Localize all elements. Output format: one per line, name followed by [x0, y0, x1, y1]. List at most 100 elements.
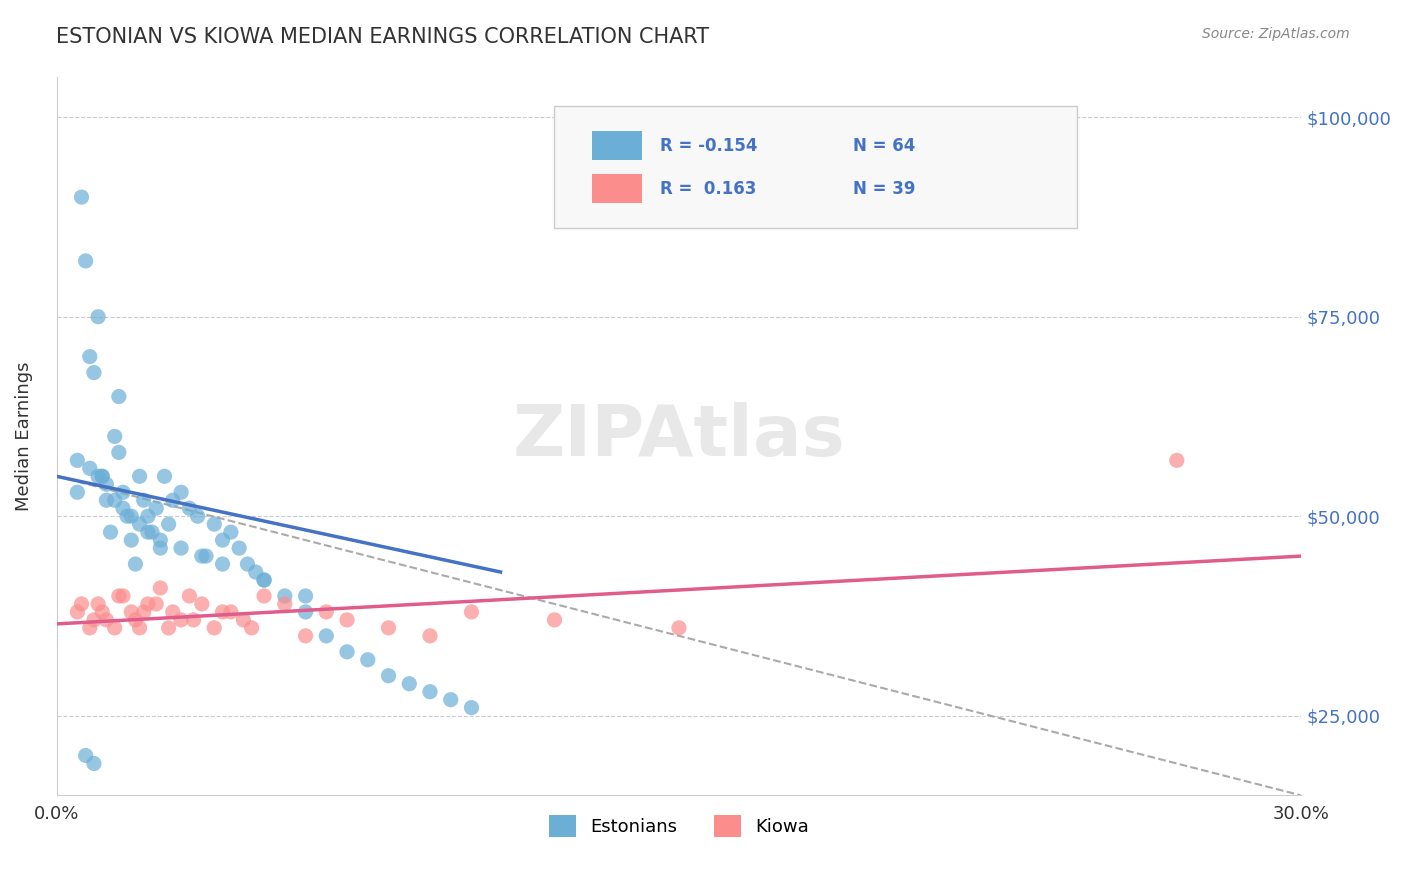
- Point: [136, 597, 159, 611]
- Point: [153, 469, 176, 483]
- Point: [419, 684, 441, 698]
- Point: [162, 605, 184, 619]
- Point: [104, 429, 127, 443]
- FancyBboxPatch shape: [592, 174, 641, 203]
- Point: [357, 653, 380, 667]
- Point: [104, 621, 127, 635]
- Point: [668, 621, 690, 635]
- Point: [315, 629, 337, 643]
- Point: [83, 366, 105, 380]
- Point: [219, 605, 242, 619]
- Point: [132, 605, 155, 619]
- Point: [398, 676, 420, 690]
- Point: [66, 453, 89, 467]
- Point: [111, 589, 134, 603]
- Point: [124, 557, 146, 571]
- Point: [440, 692, 463, 706]
- Point: [111, 501, 134, 516]
- Point: [377, 621, 399, 635]
- Point: [170, 613, 193, 627]
- Text: N = 64: N = 64: [853, 136, 915, 154]
- Point: [194, 549, 217, 563]
- Point: [179, 501, 201, 516]
- Point: [120, 509, 142, 524]
- Point: [211, 557, 233, 571]
- Text: R =  0.163: R = 0.163: [661, 179, 756, 198]
- Point: [219, 525, 242, 540]
- Point: [96, 493, 118, 508]
- Point: [253, 573, 276, 587]
- Point: [211, 533, 233, 548]
- Point: [315, 605, 337, 619]
- Point: [79, 350, 101, 364]
- Point: [96, 477, 118, 491]
- Point: [128, 469, 150, 483]
- Point: [108, 390, 131, 404]
- Point: [274, 597, 297, 611]
- Point: [149, 581, 172, 595]
- Point: [128, 621, 150, 635]
- Point: [202, 621, 225, 635]
- Point: [419, 629, 441, 643]
- Point: [75, 748, 97, 763]
- Point: [136, 525, 159, 540]
- Text: R = -0.154: R = -0.154: [661, 136, 758, 154]
- Point: [83, 756, 105, 771]
- Point: [245, 565, 267, 579]
- Point: [253, 589, 276, 603]
- Point: [253, 573, 276, 587]
- Point: [79, 461, 101, 475]
- Point: [96, 613, 118, 627]
- Point: [91, 469, 114, 483]
- Point: [191, 597, 214, 611]
- Point: [170, 541, 193, 555]
- Point: [236, 557, 259, 571]
- Point: [145, 597, 167, 611]
- Point: [111, 485, 134, 500]
- Point: [460, 605, 482, 619]
- Point: [115, 509, 138, 524]
- Point: [66, 485, 89, 500]
- Point: [87, 310, 110, 324]
- Point: [104, 493, 127, 508]
- Point: [91, 605, 114, 619]
- Point: [232, 613, 254, 627]
- FancyBboxPatch shape: [592, 131, 641, 160]
- Point: [377, 669, 399, 683]
- Point: [128, 517, 150, 532]
- Point: [274, 589, 297, 603]
- Text: N = 39: N = 39: [853, 179, 915, 198]
- Point: [157, 517, 180, 532]
- Text: ZIPAtlas: ZIPAtlas: [513, 402, 845, 471]
- Point: [187, 509, 209, 524]
- Point: [336, 613, 359, 627]
- Point: [100, 525, 122, 540]
- Legend: Estonians, Kiowa: Estonians, Kiowa: [541, 807, 815, 844]
- Point: [294, 605, 316, 619]
- Point: [70, 597, 93, 611]
- Y-axis label: Median Earnings: Median Earnings: [15, 361, 32, 511]
- Text: Source: ZipAtlas.com: Source: ZipAtlas.com: [1202, 27, 1350, 41]
- Point: [179, 589, 201, 603]
- Point: [170, 485, 193, 500]
- Point: [543, 613, 565, 627]
- Point: [240, 621, 263, 635]
- Point: [157, 621, 180, 635]
- Point: [87, 469, 110, 483]
- FancyBboxPatch shape: [554, 106, 1077, 228]
- Point: [136, 509, 159, 524]
- Point: [294, 589, 316, 603]
- Point: [91, 469, 114, 483]
- Point: [79, 621, 101, 635]
- Point: [83, 613, 105, 627]
- Point: [120, 533, 142, 548]
- Point: [202, 517, 225, 532]
- Point: [124, 613, 146, 627]
- Point: [108, 589, 131, 603]
- Point: [228, 541, 250, 555]
- Point: [294, 629, 316, 643]
- Point: [1166, 453, 1188, 467]
- Point: [162, 493, 184, 508]
- Point: [141, 525, 163, 540]
- Point: [87, 597, 110, 611]
